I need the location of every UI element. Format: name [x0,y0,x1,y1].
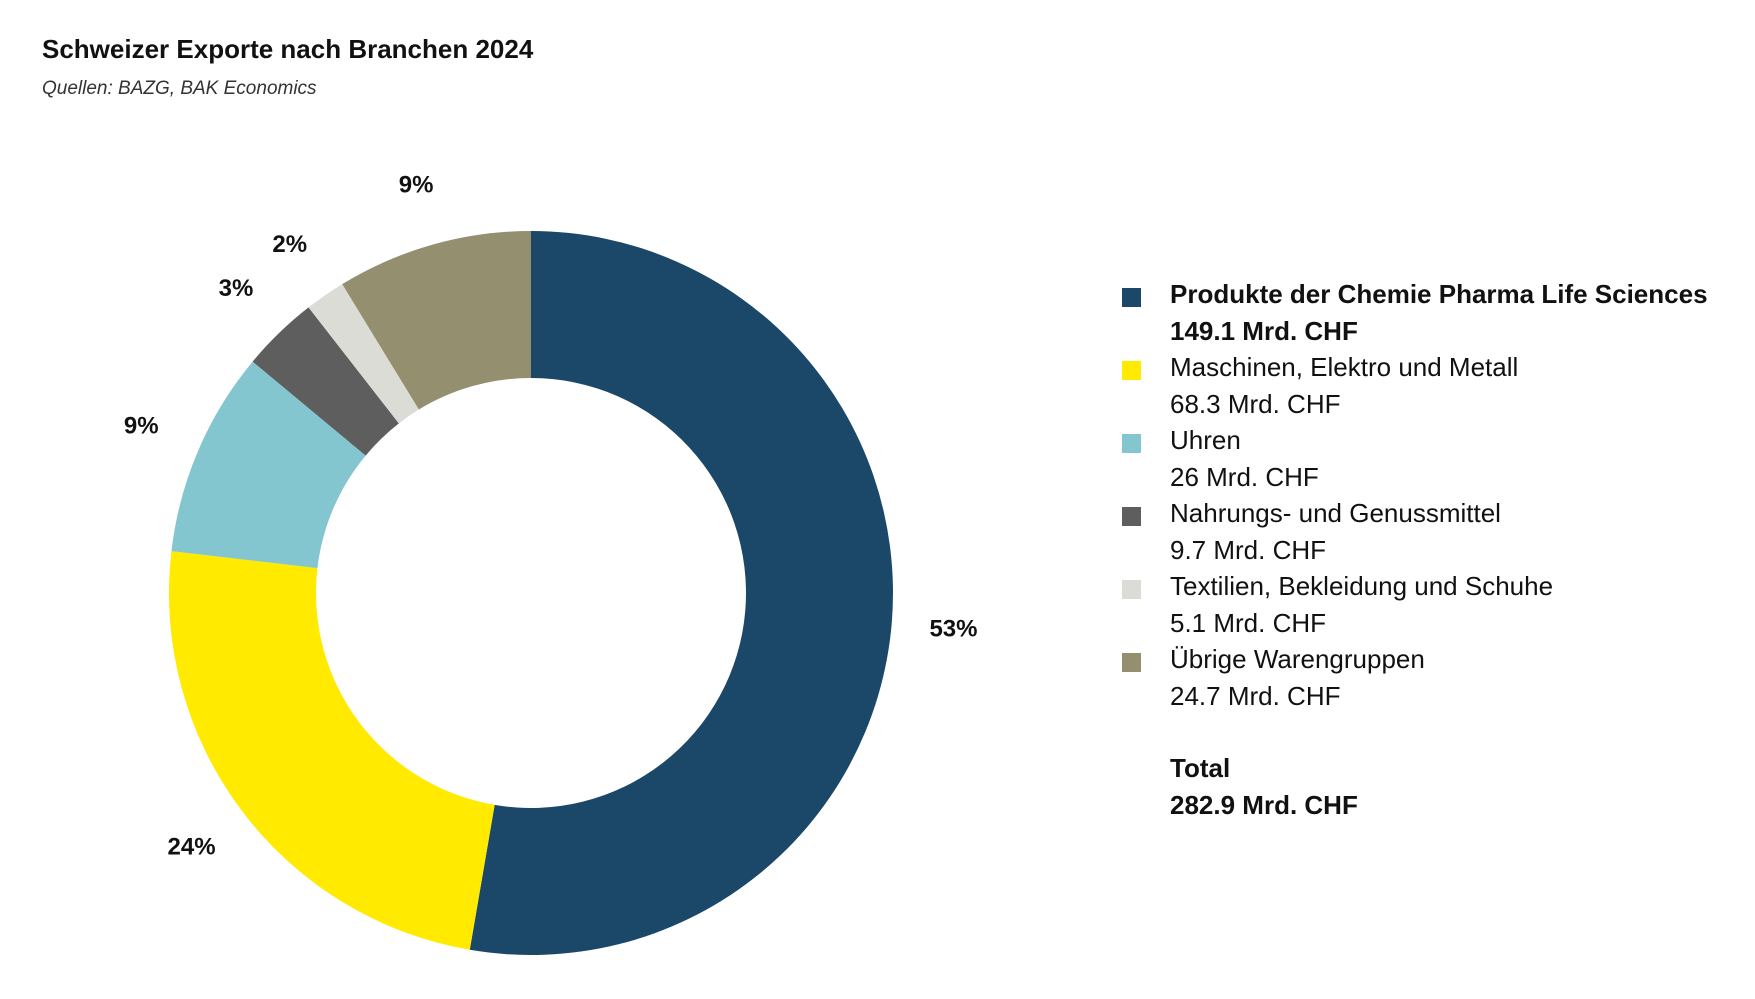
slice-textilien-bekleidung-und-schuhe [308,284,419,424]
legend: Produkte der Chemie Pharma Life Sciences… [1122,276,1742,823]
legend-item-value: 9.7 Mrd. CHF [1170,534,1327,565]
legend-item-value: 149.1 Mrd. CHF [1170,315,1358,346]
percent-label-nahrungs-und-genussmittel: 3% [219,275,254,302]
legend-item-name: Textilien, Bekleidung und Schuhe [1170,571,1554,601]
slice-nahrungs-und-genussmittel [252,307,399,456]
legend-item-name: Nahrungs- und Genussmittel [1170,498,1501,528]
legend-item-maschinen-elektro-und-metall: Maschinen, Elektro und Metall 68.3 Mrd. C… [1122,349,1742,422]
percent-label-produkte-der-chemie-pharma-life-sciences: 53% [929,615,977,642]
legend-total-label: Total [1170,753,1231,783]
legend-swatch [1122,288,1141,307]
legend-total: Total 282.9 Mrd. CHF [1122,750,1742,823]
legend-swatch [1122,653,1141,672]
legend-item-value: 68.3 Mrd. CHF [1170,388,1341,419]
slice-uebrige-warengruppen [342,231,531,410]
legend-item-name: Übrige Warengruppen [1170,644,1425,674]
chart-subtitle: Quellen: BAZG, BAK Economics [42,78,317,99]
legend-item-value: 24.7 Mrd. CHF [1170,680,1341,711]
legend-swatch [1122,361,1141,380]
percent-label-maschinen-elektro-und-metall: 24% [168,834,216,861]
legend-swatch [1122,434,1141,453]
percent-labels: 53% 24% 9% 3% 2% 9% [124,171,978,860]
slice-uhren [171,361,366,569]
percent-label-textilien-bekleidung-und-schuhe: 2% [272,231,307,258]
slice-maschinen-elektro-und-metall [168,551,495,950]
legend-item-nahrungs-und-genussmittel: Nahrungs- und Genussmittel 9.7 Mrd. CHF [1122,495,1742,568]
slice-produkte-der-chemie-pharma-life-sciences [469,231,893,955]
legend-total-value: 282.9 Mrd. CHF [1170,789,1358,820]
legend-item-uebrige-warengruppen: Übrige Warengruppen 24.7 Mrd. CHF [1122,641,1742,714]
percent-label-uhren: 9% [124,413,159,440]
donut-slices [168,231,893,955]
legend-swatch [1122,507,1141,526]
legend-item-name: Produkte der Chemie Pharma Life Sciences [1170,279,1708,309]
legend-item-name: Uhren [1170,425,1241,455]
legend-item-value: 5.1 Mrd. CHF [1170,607,1327,638]
legend-item-textilien-bekleidung-und-schuhe: Textilien, Bekleidung und Schuhe 5.1 Mrd.… [1122,568,1742,641]
legend-item-uhren: Uhren 26 Mrd. CHF [1122,422,1742,495]
legend-item-produkte-der-chemie-pharma-life-sciences: Produkte der Chemie Pharma Life Sciences… [1122,276,1742,349]
legend-swatch [1122,580,1141,599]
chart-title: Schweizer Exporte nach Branchen 2024 [42,34,534,64]
legend-items: Produkte der Chemie Pharma Life Sciences… [1122,276,1742,714]
percent-label-uebrige-warengruppen: 9% [399,171,434,198]
legend-item-name: Maschinen, Elektro und Metall [1170,352,1519,382]
legend-item-value: 26 Mrd. CHF [1170,461,1319,492]
